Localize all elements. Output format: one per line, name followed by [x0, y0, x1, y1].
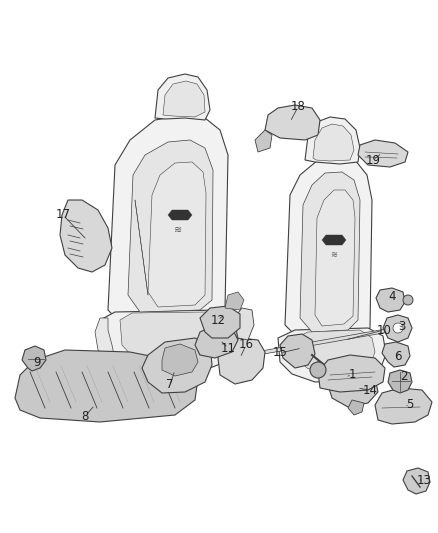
Polygon shape [95, 318, 115, 360]
Polygon shape [280, 334, 315, 368]
Text: 12: 12 [211, 313, 226, 327]
Polygon shape [328, 372, 378, 407]
Text: 5: 5 [406, 399, 413, 411]
Polygon shape [376, 288, 405, 312]
Polygon shape [388, 370, 412, 393]
Polygon shape [142, 338, 212, 393]
Polygon shape [322, 235, 346, 245]
Polygon shape [315, 190, 355, 326]
Polygon shape [234, 308, 254, 340]
Text: 17: 17 [56, 208, 71, 222]
Polygon shape [318, 355, 385, 392]
Polygon shape [358, 140, 408, 167]
Polygon shape [60, 200, 112, 272]
Polygon shape [375, 388, 432, 424]
Text: 9: 9 [33, 356, 41, 368]
Text: 16: 16 [239, 338, 254, 351]
Text: ≋: ≋ [174, 225, 182, 235]
Polygon shape [120, 312, 220, 362]
Polygon shape [218, 338, 265, 384]
Text: ≋: ≋ [331, 251, 338, 260]
Circle shape [403, 295, 413, 305]
Text: 15: 15 [272, 346, 287, 359]
Polygon shape [295, 330, 375, 375]
Polygon shape [155, 74, 210, 120]
Polygon shape [15, 350, 198, 422]
Polygon shape [382, 342, 410, 367]
Text: 13: 13 [417, 473, 431, 487]
Polygon shape [225, 292, 244, 310]
Polygon shape [255, 130, 272, 152]
Polygon shape [100, 310, 238, 372]
Polygon shape [22, 346, 46, 371]
Polygon shape [383, 315, 412, 342]
Polygon shape [278, 328, 386, 382]
Polygon shape [265, 105, 320, 140]
Text: 8: 8 [81, 409, 88, 423]
Circle shape [393, 323, 403, 333]
Polygon shape [168, 210, 192, 220]
Polygon shape [163, 81, 205, 117]
Polygon shape [285, 157, 372, 340]
Polygon shape [305, 117, 360, 164]
Text: 7: 7 [166, 378, 174, 392]
Text: 18: 18 [290, 101, 305, 114]
Polygon shape [148, 162, 206, 307]
Circle shape [310, 362, 326, 378]
Polygon shape [348, 400, 364, 415]
Polygon shape [108, 115, 228, 328]
Text: 1: 1 [348, 368, 356, 382]
Polygon shape [128, 140, 213, 312]
Text: 10: 10 [377, 324, 392, 336]
Text: 4: 4 [388, 290, 396, 303]
Polygon shape [162, 344, 198, 376]
Polygon shape [313, 124, 354, 161]
Polygon shape [403, 468, 430, 494]
Polygon shape [300, 172, 360, 332]
Polygon shape [200, 306, 240, 338]
Text: 14: 14 [363, 384, 378, 397]
Text: 2: 2 [400, 370, 408, 384]
Text: 6: 6 [394, 351, 402, 364]
Text: 19: 19 [365, 154, 381, 166]
Text: 3: 3 [398, 320, 406, 334]
Polygon shape [195, 325, 238, 358]
Text: 11: 11 [220, 342, 236, 354]
